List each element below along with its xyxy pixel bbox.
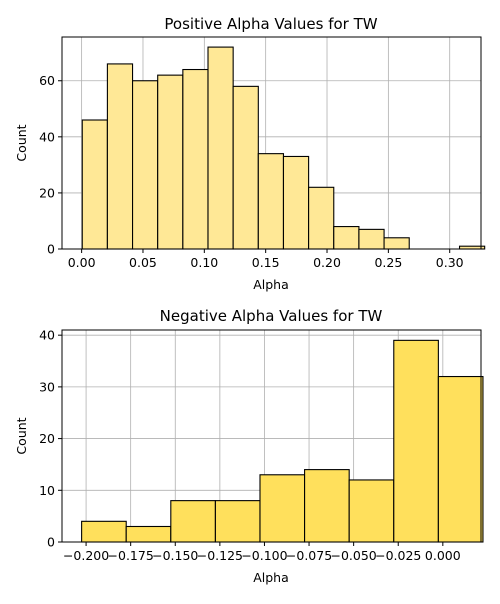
histogram-bar xyxy=(81,520,127,543)
histogram-bar xyxy=(170,500,216,543)
histogram-bar xyxy=(348,479,395,543)
histogram-bar xyxy=(125,525,172,543)
histogram-bar xyxy=(358,228,385,250)
histogram-bar xyxy=(304,469,350,543)
histogram-bar xyxy=(157,74,184,250)
x-tick-label: −0.125 xyxy=(197,548,243,563)
x-tick-label: 0.25 xyxy=(374,255,402,270)
histogram-bar xyxy=(257,153,285,250)
x-tick-label: −0.150 xyxy=(152,548,198,563)
x-tick-label: −0.200 xyxy=(63,548,109,563)
x-tick-label: 0.000 xyxy=(425,548,461,563)
bars xyxy=(81,339,484,543)
y-tick-label: 0 xyxy=(47,535,55,550)
x-tick-label: 0.10 xyxy=(190,255,218,270)
x-tick-label: 0.20 xyxy=(313,255,341,270)
histogram-bar xyxy=(282,155,310,250)
histogram-bar xyxy=(383,237,410,250)
x-tick-label: −0.050 xyxy=(331,548,377,563)
y-axis-label: Count xyxy=(14,124,29,161)
x-tick-label: −0.025 xyxy=(375,548,421,563)
histogram-bar xyxy=(232,85,259,250)
y-tick-label: 60 xyxy=(39,73,55,88)
y-tick-label: 40 xyxy=(39,129,55,144)
histogram-bar xyxy=(259,474,306,543)
x-tick-label: −0.075 xyxy=(286,548,332,563)
x-tick-label: −0.175 xyxy=(108,548,154,563)
histogram-bar xyxy=(182,68,209,250)
chart-title: Positive Alpha Values for TW xyxy=(164,15,377,33)
histogram-bar xyxy=(106,63,134,250)
plot-frame xyxy=(61,329,482,543)
histogram-bar xyxy=(333,226,360,250)
bars xyxy=(81,46,486,250)
negative-alpha-histogram: Negative Alpha Values for TW Alpha Count… xyxy=(14,307,484,585)
x-axis-label: Alpha xyxy=(253,570,289,585)
y-tick-label: 10 xyxy=(39,483,55,498)
histogram-bar xyxy=(437,375,484,543)
x-tick-label: 0.05 xyxy=(129,255,157,270)
y-tick-label: 40 xyxy=(39,328,55,343)
histogram-bar xyxy=(131,80,159,250)
y-tick-label: 0 xyxy=(47,242,55,257)
x-tick-label: 0.00 xyxy=(68,255,96,270)
histogram-bar xyxy=(214,500,261,543)
x-tick-label: −0.100 xyxy=(241,548,287,563)
y-tick-label: 20 xyxy=(39,431,55,446)
y-axis-label: Count xyxy=(14,417,29,454)
x-axis-label: Alpha xyxy=(253,277,289,292)
positive-alpha-histogram: Positive Alpha Values for TW Alpha Count… xyxy=(14,15,486,292)
histogram-bar xyxy=(81,119,108,250)
histogram-bar xyxy=(308,186,335,250)
histogram-bar xyxy=(393,339,439,543)
x-tick-label: 0.30 xyxy=(436,255,464,270)
y-tick-label: 20 xyxy=(39,185,55,200)
plot-frame xyxy=(61,36,482,250)
histogram-bar xyxy=(207,46,234,250)
chart-title: Negative Alpha Values for TW xyxy=(160,307,383,325)
x-tick-label: 0.15 xyxy=(252,255,280,270)
y-tick-label: 30 xyxy=(39,379,55,394)
